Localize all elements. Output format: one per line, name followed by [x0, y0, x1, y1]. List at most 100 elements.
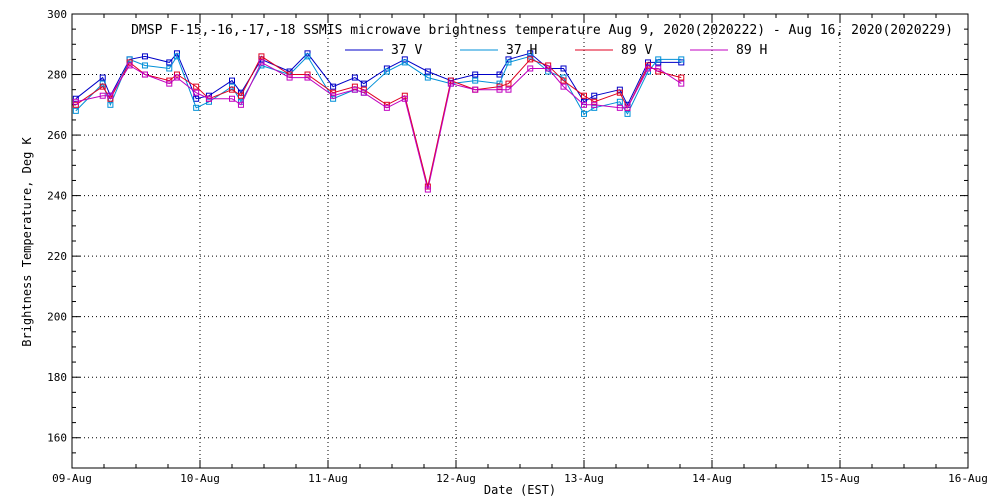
axis-ticks: 160 180 200 220 240 260 280 300 09-Aug 10-Aug 11-A… — [47, 8, 988, 485]
data-point — [545, 65, 552, 72]
data-point — [624, 104, 631, 111]
data-point — [616, 104, 623, 111]
data-point — [678, 56, 685, 63]
data-point — [655, 65, 662, 72]
data-point — [193, 89, 200, 96]
data-point — [99, 92, 106, 99]
data-point — [229, 95, 235, 102]
x-axis-label: Date (EST) — [484, 483, 556, 497]
y-tick-label: 180 — [47, 371, 67, 384]
y-axis-label: Brightness Temperature, Deg K — [20, 136, 34, 346]
x-tick-label: 16-Aug — [948, 472, 988, 485]
data-point — [286, 74, 293, 81]
data-point — [72, 107, 79, 114]
data-point — [527, 65, 534, 72]
data-point — [678, 74, 685, 81]
data-point — [166, 65, 173, 72]
data-point — [560, 65, 567, 72]
data-point — [141, 62, 148, 69]
data-point — [591, 92, 598, 99]
data-point — [383, 104, 390, 111]
data-point — [560, 83, 567, 90]
data-point — [107, 95, 114, 102]
data-point — [581, 110, 587, 117]
data-point — [591, 104, 598, 111]
data-point — [527, 56, 534, 63]
data-point — [304, 53, 311, 60]
data-point — [72, 95, 79, 102]
data-point — [505, 80, 512, 87]
data-point — [229, 86, 235, 93]
data-point — [126, 62, 133, 69]
data-point — [99, 74, 106, 81]
x-tick-label: 12-Aug — [436, 472, 476, 485]
series-89-h — [72, 59, 685, 193]
x-tick-label: 11-Aug — [308, 472, 348, 485]
y-tick-label: 200 — [47, 311, 67, 324]
data-point — [496, 71, 503, 78]
data-point — [304, 74, 311, 81]
data-point — [560, 77, 567, 84]
data-point — [237, 92, 244, 99]
plot-frame-group — [71, 13, 969, 469]
legend-label: 37 V — [391, 43, 422, 58]
series-lines — [72, 50, 685, 193]
x-tick-label: 10-Aug — [180, 472, 220, 485]
data-point — [401, 59, 408, 66]
data-point — [351, 86, 358, 93]
data-point — [591, 98, 598, 105]
data-point — [383, 68, 390, 75]
data-point — [645, 65, 651, 72]
x-tick-label: 09-Aug — [52, 472, 92, 485]
data-point — [193, 95, 200, 102]
data-point — [424, 74, 431, 81]
data-point — [616, 98, 623, 105]
legend-label: 89 H — [736, 43, 767, 58]
y-tick-label: 220 — [47, 250, 67, 263]
y-tick-label: 280 — [47, 69, 67, 82]
data-point — [447, 80, 454, 87]
data-point — [581, 101, 587, 108]
data-point — [72, 98, 79, 105]
legend-label: 37 H — [506, 43, 537, 58]
legend-label: 89 V — [621, 43, 652, 58]
data-point — [472, 71, 479, 78]
data-point — [99, 83, 106, 90]
data-point — [527, 53, 534, 60]
data-point — [141, 53, 148, 60]
series-line — [75, 61, 682, 190]
data-point — [107, 101, 114, 108]
data-point — [205, 98, 212, 105]
plot-frame — [71, 13, 969, 469]
data-point — [472, 77, 479, 84]
y-tick-label: 160 — [47, 432, 67, 445]
data-point — [351, 83, 358, 90]
chart-title: DMSP F-15,-16,-17,-18 SSMIS microwave br… — [131, 23, 953, 38]
data-point — [591, 101, 598, 108]
data-point — [496, 86, 503, 93]
data-point — [330, 92, 337, 99]
data-point — [229, 77, 235, 84]
data-point — [424, 186, 431, 193]
data-point — [173, 74, 180, 81]
data-point — [645, 62, 651, 69]
data-point — [330, 83, 337, 90]
data-point — [360, 80, 367, 87]
data-point — [678, 59, 685, 66]
legend: 37 V 37 H 89 V 89 H — [345, 43, 767, 58]
data-point — [193, 104, 200, 111]
grid-lines — [72, 14, 968, 468]
data-point — [107, 92, 114, 99]
data-point — [527, 50, 534, 57]
data-point — [360, 89, 367, 96]
x-tick-label: 14-Aug — [692, 472, 732, 485]
data-point — [678, 80, 685, 87]
data-point — [616, 89, 623, 96]
data-point — [205, 95, 212, 102]
data-point — [258, 53, 265, 60]
data-point — [173, 53, 180, 60]
data-point — [229, 83, 235, 90]
data-point — [141, 71, 148, 78]
data-point — [360, 86, 367, 93]
